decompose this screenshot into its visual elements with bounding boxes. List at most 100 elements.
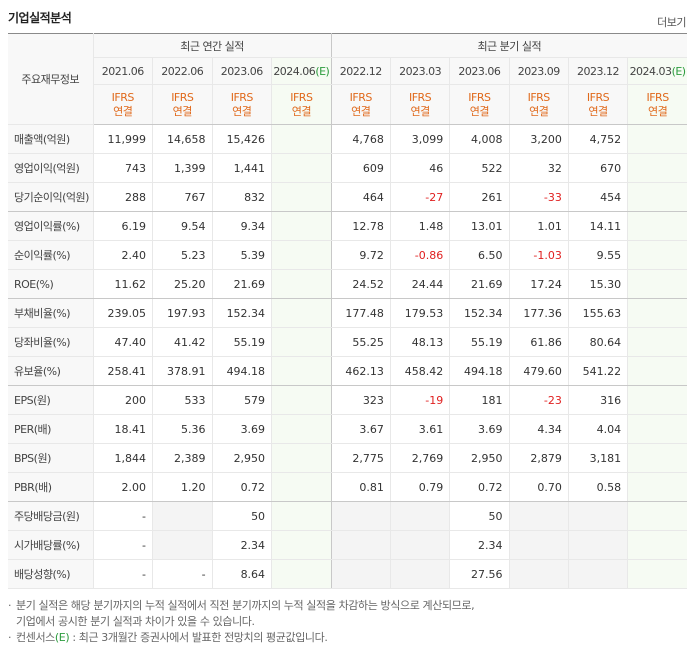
data-row: 순이익률(%) 2.40 5.23 5.39 9.72 -0.86 6.50 -1.03 9.5… (8, 240, 687, 270)
value-cell (627, 327, 687, 357)
row-label: 당기순이익(억원) (8, 182, 94, 212)
period-date: 2023.03 (399, 64, 442, 78)
value-cell (271, 559, 332, 589)
value-cell: 9.34 (211, 211, 272, 241)
value-cell: 9.54 (152, 211, 213, 241)
row-label: EPS(원) (8, 385, 94, 415)
standard-text: 연결 (232, 104, 252, 118)
value-cell: 80.64 (567, 327, 628, 357)
row-label: 배당성향(%) (8, 559, 94, 589)
value-cell: 17.24 (508, 269, 569, 299)
value-cell: 27.56 (449, 559, 510, 589)
value-cell (271, 298, 332, 328)
value-cell (627, 501, 687, 531)
value-cell: 0.72 (449, 472, 510, 502)
standard-text: IFRS (171, 90, 194, 104)
period-row: 2021.06 2022.06 2023.06 2024.06(E) 2022.12 20… (8, 57, 687, 85)
value-cell: 2,775 (330, 443, 391, 473)
more-link[interactable]: 더보기 (657, 16, 686, 29)
value-cell: 458.42 (389, 356, 450, 386)
data-row: BPS(원) 1,844 2,389 2,950 2,775 2,769 2,950 2,87… (8, 443, 687, 473)
value-cell: 15,426 (211, 124, 272, 154)
value-cell: 25.20 (152, 269, 213, 299)
value-cell (627, 124, 687, 154)
data-row: 당좌비율(%) 47.40 41.42 55.19 55.25 48.13 55.19 61.… (8, 327, 687, 357)
value-cell: 0.81 (330, 472, 391, 502)
value-cell: - (92, 501, 153, 531)
standard-row: IFRS 연결 IFRS 연결 IFRS 연결 IFRS 연결 IFRS 연결 IFRS 연결 IFRS… (8, 84, 687, 125)
value-cell: 3.69 (211, 414, 272, 444)
value-cell: -19 (389, 385, 450, 415)
value-cell: -23 (508, 385, 569, 415)
data-row: 당기순이익(억원) 288 767 832 464 -27 261 -33 454 (8, 182, 687, 212)
standard-header: IFRS 연결 (330, 84, 391, 125)
value-cell (271, 414, 332, 444)
value-cell: -27 (389, 182, 450, 212)
data-row: 주당배당금(원) - 50 50 (8, 501, 687, 531)
data-row: 부채비율(%) 239.05 197.93 152.34 177.48 179.53 152… (8, 298, 687, 328)
value-cell: 533 (152, 385, 213, 415)
data-row: 영업이익(억원) 743 1,399 1,441 609 46 522 32 670 (8, 153, 687, 183)
value-cell: 0.70 (508, 472, 569, 502)
value-cell: 378.91 (152, 356, 213, 386)
data-row: 시가배당률(%) - 2.34 2.34 (8, 530, 687, 560)
group-header: 최근 분기 실적 (330, 33, 687, 58)
value-cell (627, 530, 687, 560)
data-row: 유보율(%) 258.41 378.91 494.18 462.13 458.42 494.… (8, 356, 687, 386)
row-label: BPS(원) (8, 443, 94, 473)
period-header: 2024.06(E) (271, 57, 332, 85)
value-cell (271, 153, 332, 183)
standard-text: IFRS (468, 90, 491, 104)
financial-table: 주요재무정보 최근 연간 실적 최근 분기 실적 2021.06 2022.06 2023… (8, 33, 687, 589)
period-header: 2023.06 (211, 57, 272, 85)
value-cell (627, 269, 687, 299)
value-cell (152, 530, 213, 560)
value-cell: 316 (567, 385, 628, 415)
value-cell (271, 443, 332, 473)
value-cell: 0.72 (211, 472, 272, 502)
value-cell: 55.25 (330, 327, 391, 357)
standard-header: IFRS 연결 (152, 84, 213, 125)
value-cell (389, 530, 450, 560)
note-text: 분기 실적은 해당 분기까지의 누적 실적에서 직전 분기까지의 누적 실적을 … (16, 599, 475, 612)
value-cell: 258.41 (92, 356, 153, 386)
standard-text: 연결 (588, 104, 608, 118)
value-cell (627, 443, 687, 473)
row-label: 당좌비율(%) (8, 327, 94, 357)
value-cell: 261 (449, 182, 510, 212)
value-cell: 4.04 (567, 414, 628, 444)
standard-header: IFRS 연결 (389, 84, 450, 125)
value-cell (627, 356, 687, 386)
value-cell (271, 182, 332, 212)
value-cell: 494.18 (211, 356, 272, 386)
value-cell: 11.62 (92, 269, 153, 299)
value-cell: 181 (449, 385, 510, 415)
value-cell: 55.19 (211, 327, 272, 357)
standard-text: IFRS (349, 90, 373, 104)
period-date: 2022.12 (339, 64, 383, 78)
value-cell: 46 (389, 153, 450, 183)
data-row: EPS(원) 200 533 579 323 -19 181 -23 316 (8, 385, 687, 415)
value-cell (627, 182, 687, 212)
data-row: 매출액(억원) 11,999 14,658 15,426 4,768 3,099 4,008… (8, 124, 687, 154)
note-text: 컨센서스 (16, 631, 55, 644)
standard-header: IFRS 연결 (567, 84, 628, 125)
value-cell: -0.86 (389, 240, 450, 270)
value-cell: 177.36 (508, 298, 569, 328)
value-cell: 3,181 (567, 443, 628, 473)
period-date: 2023.12 (577, 64, 620, 78)
value-cell: 2.34 (211, 530, 272, 560)
period-date: 2024.03 (629, 64, 673, 78)
standard-header: IFRS 연결 (627, 84, 687, 125)
value-cell: 5.39 (211, 240, 272, 270)
value-cell (271, 472, 332, 502)
period-header: 2023.03 (389, 57, 450, 85)
value-cell: 61.86 (508, 327, 569, 357)
value-cell: 1,441 (211, 153, 272, 183)
note-text: : 최근 3개월간 증권사에서 발표한 전망치의 평균값입니다. (69, 631, 328, 644)
value-cell: -1.03 (508, 240, 569, 270)
value-cell: 6.19 (92, 211, 153, 241)
value-cell: 3,200 (508, 124, 569, 154)
value-cell: 155.63 (567, 298, 628, 328)
